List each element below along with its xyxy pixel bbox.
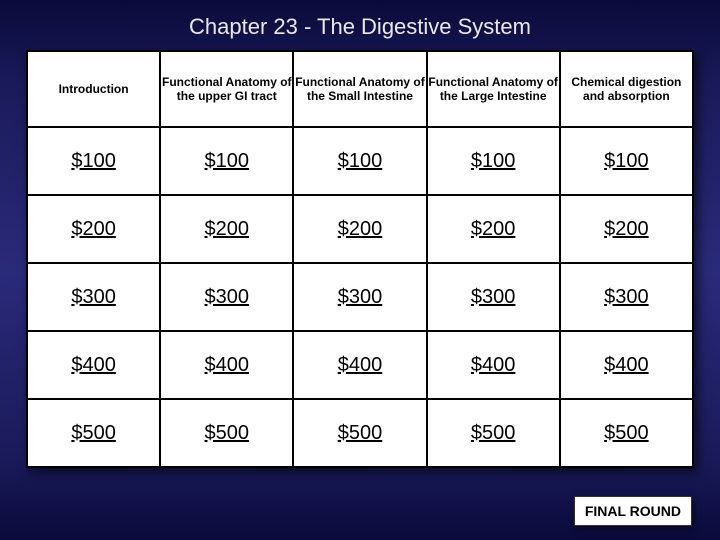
value-cell[interactable]: $300 — [293, 263, 426, 331]
category-header: Functional Anatomy of the Small Intestin… — [293, 51, 426, 127]
table-row: $200 $200 $200 $200 $200 — [27, 195, 693, 263]
value-cell[interactable]: $100 — [560, 127, 693, 195]
value-cell[interactable]: $200 — [560, 195, 693, 263]
table-row: $100 $100 $100 $100 $100 — [27, 127, 693, 195]
value-cell[interactable]: $200 — [27, 195, 160, 263]
value-cell[interactable]: $400 — [160, 331, 293, 399]
table-row: $400 $400 $400 $400 $400 — [27, 331, 693, 399]
table-row: $300 $300 $300 $300 $300 — [27, 263, 693, 331]
page-title: Chapter 23 - The Digestive System — [0, 0, 720, 50]
category-row: Introduction Functional Anatomy of the u… — [27, 51, 693, 127]
value-cell[interactable]: $300 — [560, 263, 693, 331]
category-header: Introduction — [27, 51, 160, 127]
value-cell[interactable]: $200 — [160, 195, 293, 263]
value-cell[interactable]: $500 — [160, 399, 293, 467]
value-cell[interactable]: $100 — [427, 127, 560, 195]
value-cell[interactable]: $500 — [27, 399, 160, 467]
value-cell[interactable]: $400 — [27, 331, 160, 399]
value-cell[interactable]: $300 — [427, 263, 560, 331]
value-cell[interactable]: $200 — [293, 195, 426, 263]
value-cell[interactable]: $400 — [427, 331, 560, 399]
value-cell[interactable]: $400 — [560, 331, 693, 399]
category-header: Chemical digestion and absorption — [560, 51, 693, 127]
value-cell[interactable]: $300 — [27, 263, 160, 331]
jeopardy-board: Introduction Functional Anatomy of the u… — [26, 50, 694, 468]
value-cell[interactable]: $100 — [160, 127, 293, 195]
value-cell[interactable]: $500 — [427, 399, 560, 467]
category-header: Functional Anatomy of the Large Intestin… — [427, 51, 560, 127]
value-cell[interactable]: $500 — [560, 399, 693, 467]
table-row: $500 $500 $500 $500 $500 — [27, 399, 693, 467]
board-body: $100 $100 $100 $100 $100 $200 $200 $200 … — [27, 127, 693, 467]
value-cell[interactable]: $200 — [427, 195, 560, 263]
value-cell[interactable]: $100 — [293, 127, 426, 195]
final-round-button[interactable]: FINAL ROUND — [574, 496, 692, 526]
value-cell[interactable]: $500 — [293, 399, 426, 467]
category-header: Functional Anatomy of the upper GI tract — [160, 51, 293, 127]
value-cell[interactable]: $400 — [293, 331, 426, 399]
value-cell[interactable]: $300 — [160, 263, 293, 331]
value-cell[interactable]: $100 — [27, 127, 160, 195]
